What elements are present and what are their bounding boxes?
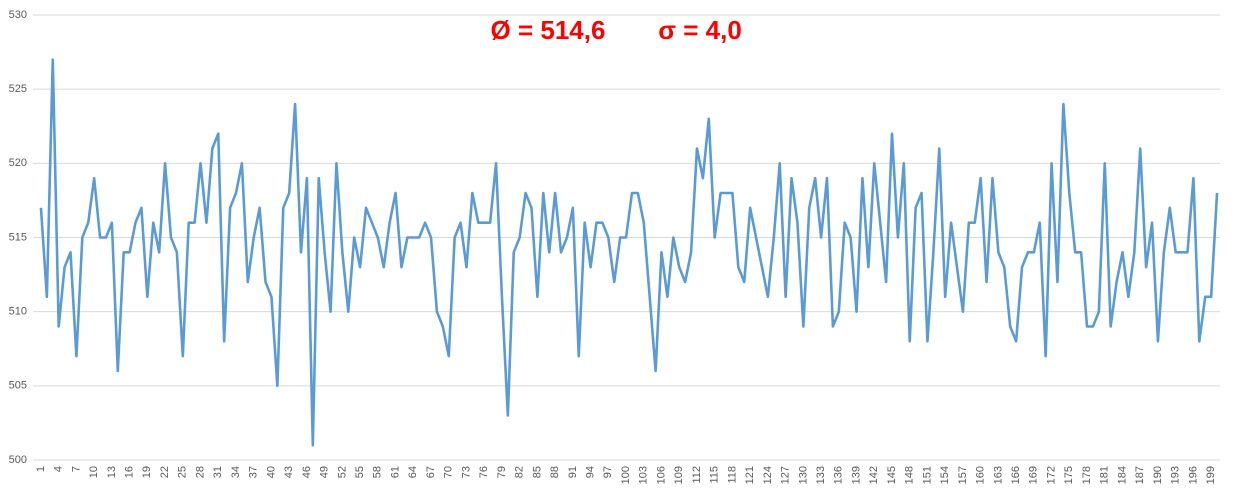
y-tick-label: 500: [9, 454, 27, 466]
x-tick-label: 25: [177, 466, 189, 478]
x-tick-label: 145: [886, 466, 898, 484]
x-tick-label: 112: [691, 466, 703, 484]
x-tick-label: 100: [620, 466, 632, 484]
x-tick-label: 160: [975, 466, 987, 484]
x-tick-label: 52: [336, 466, 348, 478]
x-tick-label: 115: [709, 466, 721, 484]
x-tick-label: 199: [1205, 466, 1217, 484]
x-tick-label: 136: [833, 466, 845, 484]
x-tick-label: 1: [35, 466, 47, 472]
x-tick-label: 43: [283, 466, 295, 478]
x-tick-label: 28: [194, 466, 206, 478]
x-tick-label: 82: [514, 466, 526, 478]
x-tick-label: 184: [1116, 466, 1128, 484]
x-tick-label: 88: [549, 466, 561, 478]
x-tick-label: 10: [88, 466, 100, 478]
x-tick-label: 70: [443, 466, 455, 478]
x-tick-label: 130: [797, 466, 809, 484]
x-tick-label: 61: [389, 466, 401, 478]
x-tick-label: 13: [106, 466, 118, 478]
x-tick-label: 85: [531, 466, 543, 478]
x-tick-label: 31: [212, 466, 224, 478]
x-tick-label: 187: [1134, 466, 1146, 484]
x-tick-label: 34: [230, 466, 242, 478]
x-tick-label: 127: [780, 466, 792, 484]
x-tick-label: 163: [992, 466, 1004, 484]
x-tick-label: 139: [850, 466, 862, 484]
x-tick-label: 151: [921, 466, 933, 484]
x-tick-label: 97: [602, 466, 614, 478]
x-tick-label: 94: [584, 466, 596, 478]
x-tick-label: 142: [868, 466, 880, 484]
x-tick-label: 157: [957, 466, 969, 484]
x-tick-label: 67: [425, 466, 437, 478]
y-tick-label: 525: [9, 83, 27, 95]
x-tick-label: 193: [1170, 466, 1182, 484]
x-tick-label: 58: [372, 466, 384, 478]
x-tick-label: 109: [673, 466, 685, 484]
x-tick-label: 196: [1187, 466, 1199, 484]
x-tick-label: 190: [1152, 466, 1164, 484]
y-tick-label: 530: [9, 9, 27, 21]
x-tick-label: 148: [904, 466, 916, 484]
sigma-annotation: σ = 4,0: [658, 15, 742, 45]
x-tick-label: 121: [744, 466, 756, 484]
x-tick-label: 133: [815, 466, 827, 484]
x-tick-label: 22: [159, 466, 171, 478]
x-tick-label: 49: [319, 466, 331, 478]
x-tick-label: 118: [726, 466, 738, 484]
x-tick-label: 166: [1010, 466, 1022, 484]
mean-annotation: Ø = 514,6: [491, 15, 606, 45]
x-tick-label: 181: [1099, 466, 1111, 484]
x-tick-label: 19: [141, 466, 153, 478]
y-tick-label: 520: [9, 157, 27, 169]
y-tick-label: 505: [9, 380, 27, 392]
x-tick-label: 64: [407, 466, 419, 478]
x-tick-label: 46: [301, 466, 313, 478]
x-tick-label: 55: [354, 466, 366, 478]
x-tick-label: 76: [478, 466, 490, 478]
x-tick-label: 103: [638, 466, 650, 484]
x-tick-label: 4: [53, 466, 65, 472]
x-tick-label: 16: [124, 466, 136, 478]
x-tick-label: 172: [1045, 466, 1057, 484]
x-tick-label: 7: [70, 466, 82, 472]
x-tick-label: 91: [567, 466, 579, 478]
x-tick-label: 175: [1063, 466, 1075, 484]
x-tick-label: 73: [460, 466, 472, 478]
x-tick-label: 154: [939, 466, 951, 484]
x-tick-label: 79: [496, 466, 508, 478]
x-tick-label: 40: [265, 466, 277, 478]
x-tick-label: 178: [1081, 466, 1093, 484]
x-tick-label: 106: [655, 466, 667, 484]
data-line: [39, 58, 1219, 447]
y-tick-label: 510: [9, 306, 27, 318]
y-tick-label: 515: [9, 231, 27, 243]
x-tick-label: 37: [248, 466, 260, 478]
x-tick-label: 124: [762, 466, 774, 484]
x-tick-label: 169: [1028, 466, 1040, 484]
